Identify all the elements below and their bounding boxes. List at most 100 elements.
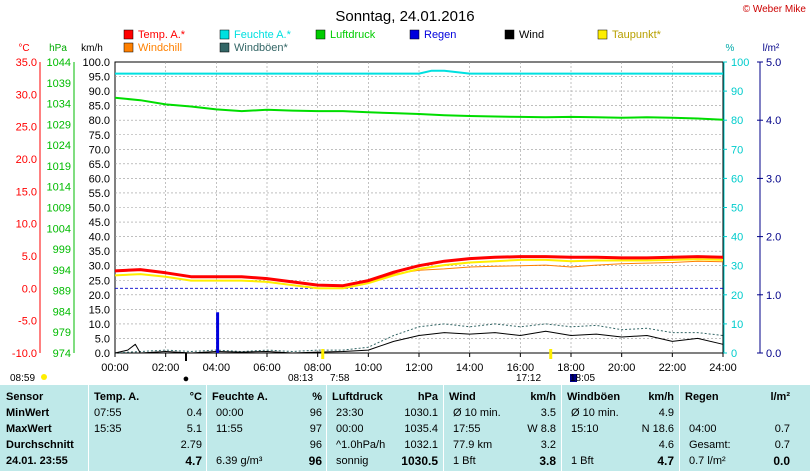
- cell-w-val: 3.5: [540, 407, 556, 419]
- cell-p-val: 1030.1: [404, 407, 438, 419]
- tick-temp_c: 20.0: [16, 154, 37, 166]
- tick-kmh: 5.0: [95, 333, 110, 345]
- cell-w-label: Ø 10 min.: [453, 407, 501, 419]
- tick-kmh: 40.0: [89, 232, 110, 244]
- tick-rain: 4.0: [766, 115, 781, 127]
- cell-g-val: 4.7: [657, 454, 674, 468]
- cell-t-time: 15:35: [94, 423, 122, 435]
- cell-h-val: 96: [309, 407, 322, 419]
- sun-icon: [41, 374, 47, 380]
- tick-kmh: 70.0: [89, 144, 110, 156]
- cell-r-val: 0.0: [773, 454, 790, 468]
- tick-kmh: 15.0: [89, 304, 110, 316]
- table-header: Sensor Temp. A. °C Feuchte A. % Luftdruc…: [0, 389, 810, 405]
- cell-t-val: 4.7: [185, 454, 202, 468]
- tick-kmh: 85.0: [89, 101, 110, 113]
- tick-kmh: 100.0: [82, 57, 110, 69]
- tick-hpa: 1044: [47, 57, 71, 69]
- tick-hpa: 1034: [47, 99, 71, 111]
- series-feuchte-a: [115, 69, 723, 75]
- header-wind-unit: km/h: [530, 391, 556, 403]
- cell-r-label: 0.7 l/m²: [689, 455, 726, 467]
- tick-kmh: 90.0: [89, 86, 110, 98]
- header-rain: Regen: [685, 391, 719, 403]
- tick-hpa: 1024: [47, 140, 71, 152]
- tick-rain: 0.0: [766, 348, 781, 360]
- unit-rain: l/m²: [763, 43, 780, 54]
- dew-marker: [321, 349, 325, 359]
- tick-percent: 20: [731, 290, 743, 302]
- tick-kmh: 95.0: [89, 72, 110, 84]
- cell-g-val: 4.6: [658, 439, 674, 451]
- cell-r-label: 04:00: [689, 423, 717, 435]
- tick-rain: 5.0: [766, 57, 781, 69]
- tick-x: 20:00: [608, 362, 636, 374]
- tick-kmh: 60.0: [89, 173, 110, 185]
- tick-percent: 40: [731, 232, 743, 244]
- tick-x: 22:00: [659, 362, 687, 374]
- cell-g-label: Ø 10 min.: [571, 407, 619, 419]
- tick-hpa: 1004: [47, 223, 71, 235]
- series-luftdruck: [114, 96, 724, 121]
- table-row: Durchschnitt 2.79 96 ^1.0hPa/h 1032.1 77.9 km…: [0, 437, 810, 453]
- chart-title: Sonntag, 24.01.2016: [335, 8, 474, 25]
- header-temp: Temp. A.: [94, 391, 140, 403]
- unit-percent: %: [726, 43, 735, 54]
- cell-p-time: 23:30: [336, 407, 364, 419]
- legend-label: Windböen*: [234, 42, 289, 54]
- header-rain-unit: l/m²: [770, 391, 790, 403]
- tick-rain: 2.0: [766, 232, 781, 244]
- tick-kmh: 20.0: [89, 290, 110, 302]
- tick-x: 24:00: [709, 362, 737, 374]
- tick-hpa: 989: [53, 286, 71, 298]
- tick-x: 12:00: [405, 362, 433, 374]
- legend-label: Wind: [519, 29, 544, 41]
- legend-swatch: [409, 29, 420, 40]
- tick-percent: 50: [731, 203, 743, 215]
- header-wind: Wind: [449, 391, 476, 403]
- tick-temp_c: -5.0: [18, 316, 37, 328]
- tick-temp_c: 5.0: [22, 251, 37, 263]
- legend: Temp. A.* Feuchte A.* Luftdruck Regen Wind Ta…: [123, 29, 662, 54]
- legend-swatch: [219, 42, 230, 53]
- legend-swatch: [123, 42, 134, 53]
- legend-swatch: [504, 29, 515, 40]
- tick-hpa: 979: [53, 327, 71, 339]
- gridlines: [115, 62, 723, 353]
- moon-icon: ●: [183, 373, 190, 385]
- sun-markers: 08:59 ● 08:13 7:58 17:12 18:05: [10, 373, 595, 385]
- tick-x: 14:00: [456, 362, 484, 374]
- axes: 35.0 30.0 25.0 20.0 15.0 10.0 5.0 0.0 -5.0 -10.0 1…: [12, 57, 781, 374]
- cell-p-val: 1030.5: [401, 454, 438, 468]
- tick-percent: 100: [731, 57, 749, 69]
- cell-label: MaxWert: [6, 423, 52, 435]
- sunrise-time: 7:58: [330, 373, 350, 384]
- cell-w-val: 3.8: [539, 454, 556, 468]
- cell-t-val: 5.1: [186, 423, 202, 435]
- weather-chart: Sonntag, 24.01.2016 © Weber Mike Temp. A…: [10, 4, 806, 385]
- series-taupunkt: [114, 258, 724, 290]
- header-humidity-unit: %: [312, 391, 322, 403]
- tick-x: 10:00: [355, 362, 383, 374]
- cell-w-label: 77.9 km: [453, 439, 493, 451]
- legend-label: Taupunkt*: [612, 29, 662, 41]
- tick-percent: 70: [731, 144, 743, 156]
- dawn-time: 08:13: [288, 373, 313, 384]
- header-gusts: Windböen: [567, 391, 621, 403]
- cell-r-label: Gesamt:: [689, 439, 731, 451]
- cell-t-val: 2.79: [180, 439, 202, 451]
- tick-percent: 90: [731, 86, 743, 98]
- tick-x: 18:00: [557, 362, 585, 374]
- tick-temp_c: 30.0: [16, 89, 37, 101]
- tick-kmh: 75.0: [89, 130, 110, 142]
- legend-label: Feuchte A.*: [234, 29, 292, 41]
- tick-hpa: 999: [53, 244, 71, 256]
- cell-g-label: 15:10: [571, 423, 599, 435]
- tick-hpa: 1009: [47, 203, 71, 215]
- header-gusts-unit: km/h: [648, 391, 674, 403]
- legend-swatch: [597, 29, 608, 40]
- dusk-time: 18:05: [570, 373, 595, 384]
- tick-x: 16:00: [507, 362, 535, 374]
- unit-celsius: °C: [18, 43, 29, 54]
- tick-kmh: 80.0: [89, 115, 110, 127]
